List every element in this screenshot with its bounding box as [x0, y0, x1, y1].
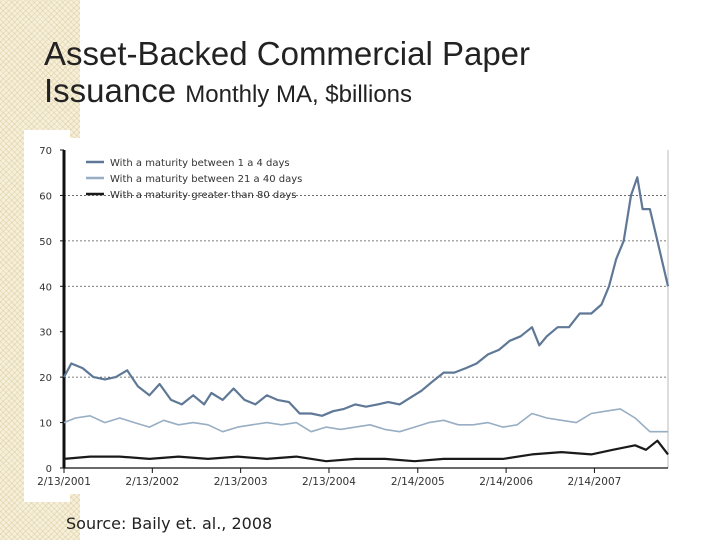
y-tick-label-50: 50: [39, 237, 52, 248]
series-line-0: [63, 176, 670, 417]
series-line-1: [63, 408, 668, 433]
title-issuance: Issuance: [44, 71, 177, 109]
y-tick-label-20: 20: [39, 373, 52, 384]
chart-area: 0 10 20 30 40 50 60 70 2/13/2001 2/13/2002 2/13/20…: [24, 138, 674, 494]
legend-label-0: With a maturity between 1 a 4 days: [110, 158, 290, 169]
title-subtitle: Monthly MA, $billions: [185, 80, 413, 108]
title-line-1: Asset-Backed Commercial Paper: [44, 35, 531, 72]
y-tick-label-0: 0: [46, 464, 52, 475]
source-note: Source: Baily et. al., 2008: [66, 514, 273, 533]
x-tick-label-5: 2/14/2006: [479, 476, 533, 488]
line-chart: 0 10 20 30 40 50 60 70 2/13/2001 2/13/2002 2/13/20…: [37, 146, 670, 488]
x-tick-label-0: 2/13/2001: [37, 476, 91, 488]
y-tick-label-70: 70: [39, 146, 52, 157]
y-tick-label-60: 60: [39, 191, 52, 202]
y-tick-label-30: 30: [39, 328, 52, 339]
x-tick-label-4: 2/14/2005: [391, 476, 445, 488]
y-tick-label-10: 10: [39, 419, 52, 430]
y-tick-label-40: 40: [39, 282, 52, 293]
x-tick-label-2: 2/13/2003: [214, 476, 268, 488]
x-tick-label-1: 2/13/2002: [125, 476, 179, 488]
series-line-2: [63, 439, 669, 463]
slide-title: Asset-Backed Commercial Paper Issuance M…: [44, 35, 531, 110]
legend-label-1: With a maturity between 21 a 40 days: [110, 174, 302, 185]
x-tick-label-3: 2/13/2004: [302, 476, 356, 488]
legend-label-2: With a maturity greater than 80 days: [110, 190, 297, 201]
title-line-2: Issuance Monthly MA, $billions: [44, 71, 530, 110]
x-tick-label-6: 2/14/2007: [568, 476, 622, 488]
